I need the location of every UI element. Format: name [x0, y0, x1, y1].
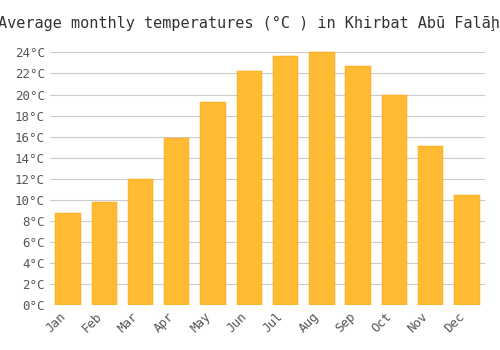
Title: Average monthly temperatures (°C ) in Khirbat Abū Falāḩ â¸: Average monthly temperatures (°C ) in Kh…	[0, 15, 500, 31]
Bar	[56, 214, 80, 305]
Bar	[236, 71, 262, 305]
Bar	[273, 56, 298, 305]
Bar	[128, 179, 153, 305]
Bar	[454, 195, 479, 305]
Bar	[382, 94, 407, 305]
Bar	[164, 138, 190, 305]
Bar	[92, 202, 117, 305]
Bar	[200, 102, 226, 305]
Bar	[418, 146, 444, 305]
Bar	[309, 52, 334, 305]
Bar	[346, 66, 371, 305]
